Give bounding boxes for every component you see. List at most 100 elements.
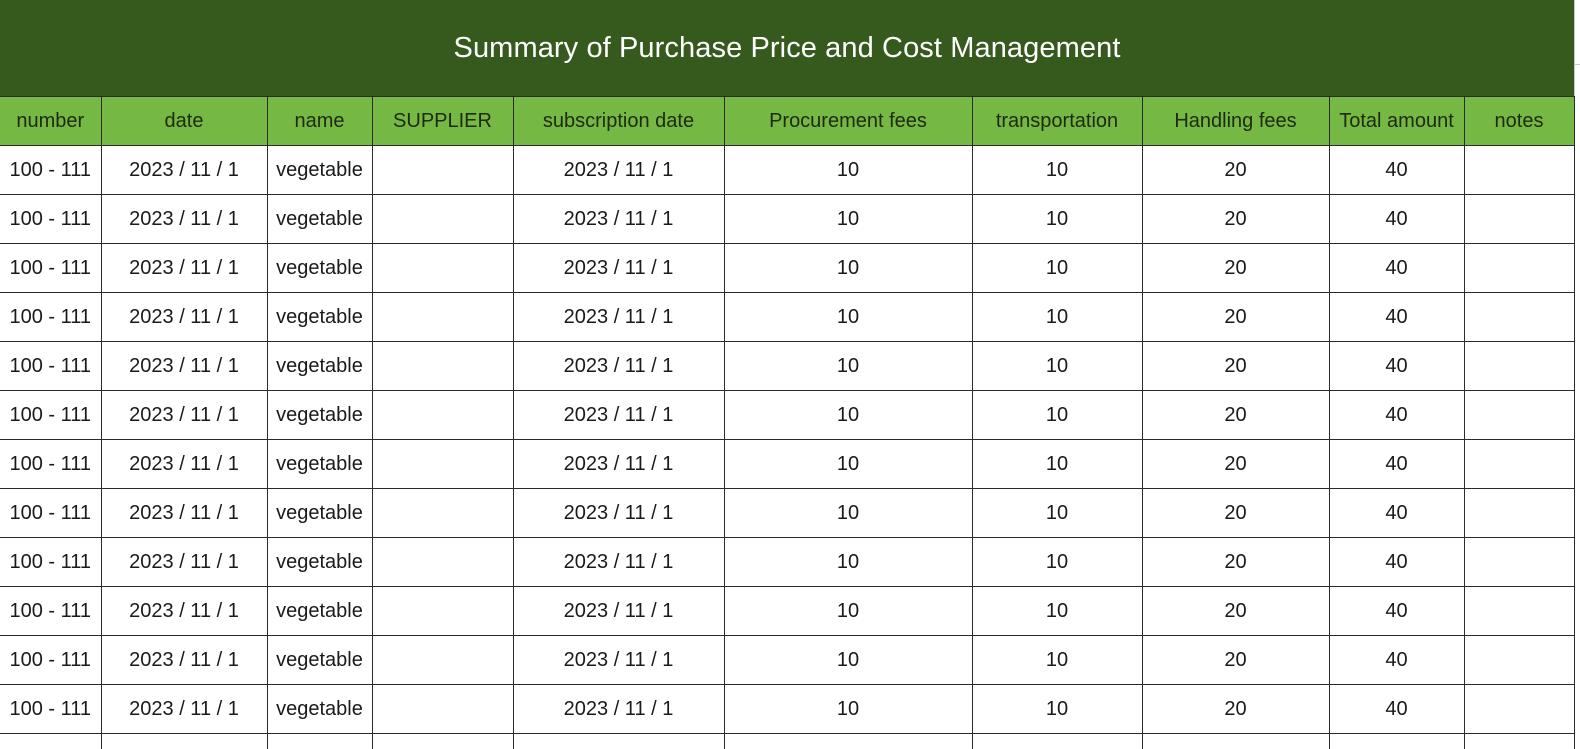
table-cell[interactable]: 20	[1141, 537, 1330, 587]
table-cell[interactable]: 2023 / 11 / 1	[512, 292, 725, 342]
column-header[interactable]: Handling fees	[1141, 96, 1330, 146]
table-cell[interactable]: vegetable	[266, 684, 373, 734]
table-cell[interactable]: 10	[971, 145, 1143, 195]
table-cell[interactable]: 20	[1141, 341, 1330, 391]
table-cell[interactable]: vegetable	[266, 243, 373, 293]
table-cell[interactable]: 10	[971, 537, 1143, 587]
table-cell[interactable]: 100 - 111	[0, 390, 102, 440]
table-cell[interactable]	[1463, 439, 1575, 489]
table-cell[interactable]: 10	[971, 341, 1143, 391]
table-cell[interactable]: 40	[1328, 635, 1465, 685]
table-cell[interactable]: 10	[971, 684, 1143, 734]
column-header[interactable]: notes	[1463, 96, 1575, 146]
table-cell[interactable]: 2023 / 11 / 1	[512, 537, 725, 587]
table-cell[interactable]	[723, 733, 973, 749]
table-cell[interactable]: 100 - 111	[0, 439, 102, 489]
table-cell[interactable]: 100 - 111	[0, 586, 102, 636]
table-cell[interactable]: 10	[971, 635, 1143, 685]
table-cell[interactable]	[266, 733, 373, 749]
column-header[interactable]: SUPPLIER	[371, 96, 514, 146]
table-cell[interactable]: 2023 / 11 / 1	[512, 341, 725, 391]
table-cell[interactable]: 20	[1141, 439, 1330, 489]
table-cell[interactable]: 10	[971, 243, 1143, 293]
table-cell[interactable]: 40	[1328, 537, 1465, 587]
table-cell[interactable]: 2023 / 11 / 1	[100, 292, 268, 342]
table-cell[interactable]: 10	[723, 292, 973, 342]
column-header[interactable]: number	[0, 96, 102, 146]
table-cell[interactable]: 20	[1141, 488, 1330, 538]
table-cell[interactable]	[371, 488, 514, 538]
table-cell[interactable]: 10	[971, 292, 1143, 342]
table-cell[interactable]: 100 - 111	[0, 635, 102, 685]
table-cell[interactable]: 2023 / 11 / 1	[512, 145, 725, 195]
table-cell[interactable]: 2023 / 11 / 1	[100, 635, 268, 685]
table-cell[interactable]: 20	[1141, 586, 1330, 636]
table-cell[interactable]	[1328, 733, 1465, 749]
table-cell[interactable]: 40	[1328, 439, 1465, 489]
table-cell[interactable]	[1463, 537, 1575, 587]
table-cell[interactable]: 40	[1328, 684, 1465, 734]
table-cell[interactable]: 2023 / 11 / 1	[512, 684, 725, 734]
table-cell[interactable]: 2023 / 11 / 1	[100, 243, 268, 293]
table-cell[interactable]: 10	[723, 243, 973, 293]
column-header[interactable]: transportation	[971, 96, 1143, 146]
column-header[interactable]: Total amount	[1328, 96, 1465, 146]
table-cell[interactable]: 40	[1328, 586, 1465, 636]
table-cell[interactable]: 2023 / 11 / 1	[512, 243, 725, 293]
table-cell[interactable]	[1463, 635, 1575, 685]
table-cell[interactable]: 20	[1141, 635, 1330, 685]
table-cell[interactable]	[371, 194, 514, 244]
table-cell[interactable]	[371, 635, 514, 685]
table-cell[interactable]: 2023 / 11 / 1	[512, 390, 725, 440]
table-cell[interactable]: vegetable	[266, 488, 373, 538]
table-cell[interactable]: 20	[1141, 684, 1330, 734]
column-header[interactable]: subscription date	[512, 96, 725, 146]
table-cell[interactable]: 100 - 111	[0, 194, 102, 244]
table-cell[interactable]	[371, 439, 514, 489]
table-cell[interactable]	[1463, 243, 1575, 293]
table-cell[interactable]: vegetable	[266, 537, 373, 587]
table-cell[interactable]: 10	[971, 390, 1143, 440]
table-cell[interactable]: 20	[1141, 243, 1330, 293]
table-cell[interactable]	[371, 390, 514, 440]
table-cell[interactable]	[1463, 733, 1575, 749]
table-cell[interactable]: 40	[1328, 145, 1465, 195]
table-cell[interactable]: 40	[1328, 243, 1465, 293]
table-cell[interactable]	[371, 243, 514, 293]
table-cell[interactable]	[371, 684, 514, 734]
table-cell[interactable]: 40	[1328, 390, 1465, 440]
table-cell[interactable]: 100 - 111	[0, 145, 102, 195]
table-cell[interactable]: 2023 / 11 / 1	[100, 390, 268, 440]
table-cell[interactable]	[1141, 733, 1330, 749]
table-cell[interactable]	[1463, 390, 1575, 440]
table-cell[interactable]: 20	[1141, 390, 1330, 440]
table-cell[interactable]	[1463, 341, 1575, 391]
table-cell[interactable]: 100 - 111	[0, 243, 102, 293]
column-header[interactable]: name	[266, 96, 373, 146]
table-cell[interactable]: 10	[971, 488, 1143, 538]
table-cell[interactable]	[1463, 684, 1575, 734]
table-cell[interactable]: 10	[971, 194, 1143, 244]
table-cell[interactable]: 2023 / 11 / 1	[100, 586, 268, 636]
table-cell[interactable]	[371, 586, 514, 636]
table-cell[interactable]: 40	[1328, 488, 1465, 538]
table-cell[interactable]: 20	[1141, 194, 1330, 244]
table-cell[interactable]	[371, 145, 514, 195]
table-cell[interactable]: 10	[723, 390, 973, 440]
table-cell[interactable]: 10	[723, 341, 973, 391]
table-cell[interactable]: 10	[723, 537, 973, 587]
table-cell[interactable]: 2023 / 11 / 1	[512, 635, 725, 685]
table-cell[interactable]	[1463, 292, 1575, 342]
table-cell[interactable]	[971, 733, 1143, 749]
table-cell[interactable]: vegetable	[266, 145, 373, 195]
table-cell[interactable]: 20	[1141, 145, 1330, 195]
table-cell[interactable]: 2023 / 11 / 1	[100, 439, 268, 489]
table-cell[interactable]	[1463, 145, 1575, 195]
table-cell[interactable]: 10	[723, 635, 973, 685]
table-cell[interactable]: vegetable	[266, 194, 373, 244]
table-cell[interactable]: 100 - 111	[0, 292, 102, 342]
table-cell[interactable]: vegetable	[266, 292, 373, 342]
table-cell[interactable]: 40	[1328, 341, 1465, 391]
table-cell[interactable]	[371, 537, 514, 587]
table-cell[interactable]: 20	[1141, 292, 1330, 342]
